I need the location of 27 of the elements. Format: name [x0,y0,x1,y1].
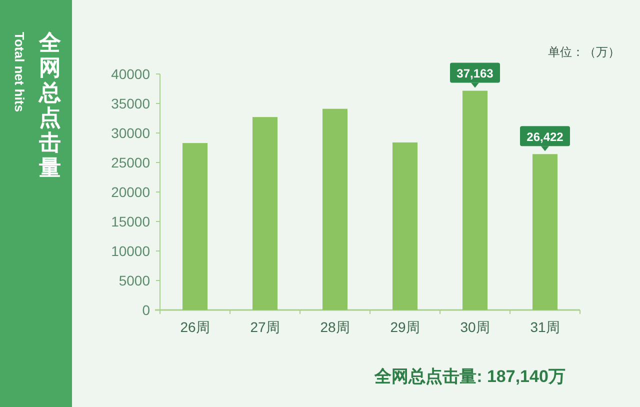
bar [532,154,558,310]
bar [252,117,278,310]
bar [322,108,348,310]
x-tick-label: 28周 [320,319,350,335]
data-label: 37,163 [456,66,494,81]
text: 全网总点击量: 187,140万 [374,367,566,386]
bar [392,142,418,310]
y-tick-label: 10000 [111,243,150,259]
data-label: 26,422 [526,130,564,144]
y-tick-label: 30000 [111,125,150,141]
y-tick-label: 0 [142,302,150,318]
y-tick-label: 15000 [111,214,150,230]
x-tick-label: 31周 [530,319,560,335]
text: 全网总点击量 [38,30,62,180]
x-tick-label: 29周 [390,319,420,335]
x-tick-label: 30周 [460,319,490,335]
bar [462,90,488,310]
bar [182,143,208,310]
y-tick-label: 35000 [111,96,150,112]
text: Total net hits [12,32,27,112]
x-tick-label: 26周 [180,319,210,335]
y-tick-label: 25000 [111,154,150,170]
x-tick-label: 27周 [250,319,280,335]
y-tick-label: 5000 [118,272,150,288]
y-tick-label: 40000 [111,66,150,82]
text: 单位：（万） [548,45,620,59]
y-tick-label: 20000 [111,184,150,200]
